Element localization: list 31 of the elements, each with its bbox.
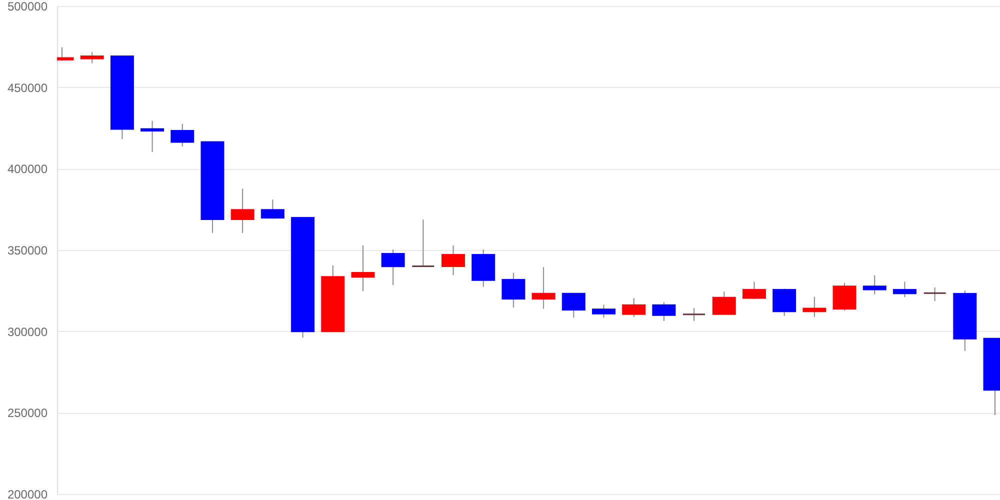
- candlestick: [351, 244, 375, 292]
- candlestick: [411, 219, 435, 268]
- y-tick-label: 350000: [7, 244, 48, 258]
- candlestick: [80, 51, 104, 64]
- candlestick: [140, 120, 164, 153]
- candlestick: [592, 304, 616, 318]
- candlestick: [170, 123, 194, 147]
- candlestick: [260, 199, 284, 220]
- candlestick: [682, 308, 706, 322]
- y-tick-label: 250000: [7, 406, 48, 420]
- candlestick: [742, 281, 766, 300]
- y-tick-label: 200000: [7, 488, 48, 500]
- candlestick: [832, 282, 856, 312]
- candlestick: [892, 281, 916, 298]
- y-tick-label: 450000: [7, 80, 48, 95]
- candlestick: [230, 188, 254, 234]
- candlestick: [502, 272, 526, 308]
- candlestick: [652, 302, 676, 322]
- y-tick-label: 400000: [7, 162, 48, 176]
- candlestick: [802, 296, 826, 318]
- candlestick: [862, 274, 886, 295]
- candlestick: [622, 298, 646, 318]
- candlestick: [562, 292, 586, 318]
- y-tick-label: 500000: [7, 0, 48, 14]
- candlestick: [772, 288, 796, 317]
- candlestick: [712, 291, 736, 315]
- candlestick: [923, 286, 947, 302]
- candlestick: [442, 244, 466, 276]
- candlestick: [381, 249, 405, 286]
- y-tick-label: 300000: [7, 324, 48, 339]
- candlestick: [532, 266, 556, 310]
